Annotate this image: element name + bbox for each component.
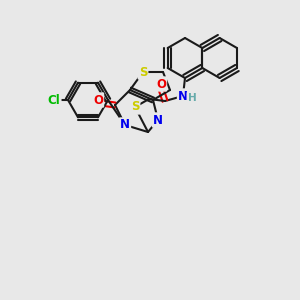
Text: H: H — [188, 93, 196, 103]
Text: S: S — [131, 100, 139, 113]
Text: S: S — [139, 65, 147, 79]
Text: N: N — [120, 118, 130, 131]
Text: N: N — [153, 113, 163, 127]
Text: O: O — [93, 94, 103, 106]
Text: N: N — [178, 89, 188, 103]
Text: O: O — [156, 77, 166, 91]
Text: Cl: Cl — [48, 94, 60, 106]
